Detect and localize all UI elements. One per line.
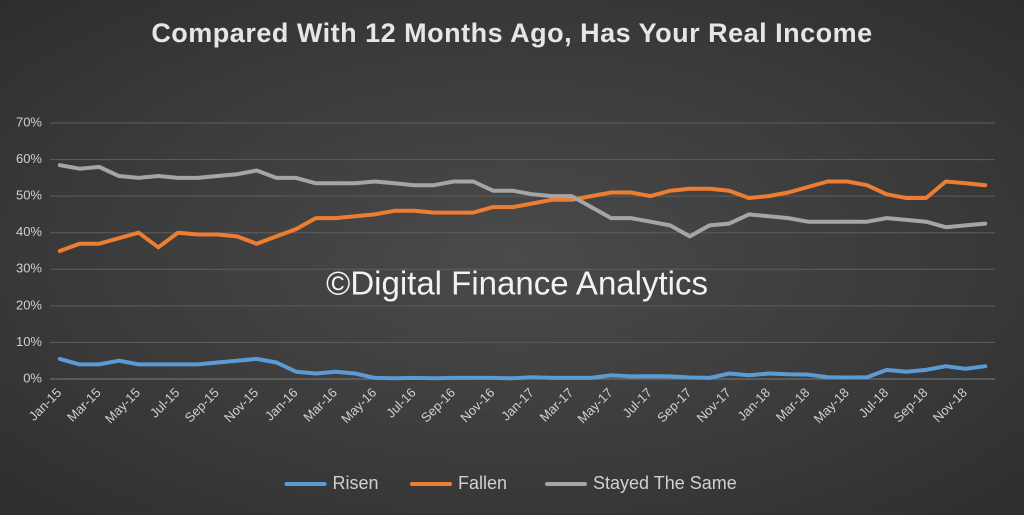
x-tick-label: Nov-16 — [457, 385, 497, 425]
x-tick-label: Jan-17 — [498, 385, 537, 424]
y-tick-label: 50% — [16, 188, 42, 203]
x-tick-label: Mar-15 — [64, 385, 104, 425]
y-tick-label: 40% — [16, 224, 42, 239]
legend-label: Risen — [333, 473, 379, 493]
x-tick-label: Nov-17 — [694, 385, 734, 425]
x-tick-label: Sep-16 — [418, 385, 458, 425]
x-tick-label: Jan-18 — [734, 385, 773, 424]
x-tick-label: Mar-16 — [300, 385, 340, 425]
y-tick-label: 70% — [16, 114, 42, 129]
legend-label: Fallen — [458, 473, 507, 493]
x-tick-label: Sep-18 — [890, 385, 930, 425]
x-tick-label: Jul-17 — [619, 385, 655, 421]
x-tick-label: Jul-15 — [147, 385, 183, 421]
watermark: ©Digital Finance Analytics — [326, 265, 708, 302]
legend-label: Stayed The Same — [593, 473, 737, 493]
y-tick-label: 60% — [16, 151, 42, 166]
x-tick-label: May-16 — [338, 385, 379, 426]
x-tick-label: Jul-18 — [856, 385, 892, 421]
y-tick-label: 0% — [23, 370, 42, 385]
x-tick-label: May-18 — [811, 385, 852, 426]
x-tick-label: Sep-17 — [654, 385, 694, 425]
series-line — [57, 356, 988, 381]
series-line — [57, 179, 988, 253]
x-tick-label: Mar-18 — [773, 385, 813, 425]
series-line — [57, 163, 988, 239]
y-tick-label: 20% — [16, 297, 42, 312]
x-tick-label: Jan-15 — [26, 385, 65, 424]
y-tick-label: 30% — [16, 261, 42, 276]
x-tick-label: Mar-17 — [537, 385, 577, 425]
x-tick-label: Jan-16 — [262, 385, 301, 424]
y-tick-label: 10% — [16, 334, 42, 349]
x-tick-label: Sep-15 — [182, 385, 222, 425]
x-tick-label: Jul-16 — [383, 385, 419, 421]
x-tick-label: Nov-15 — [221, 385, 261, 425]
chart-title: Compared With 12 Months Ago, Has Your Re… — [151, 18, 873, 48]
x-tick-label: Nov-18 — [930, 385, 970, 425]
x-tick-label: May-15 — [102, 385, 143, 426]
x-tick-label: May-17 — [574, 385, 615, 426]
